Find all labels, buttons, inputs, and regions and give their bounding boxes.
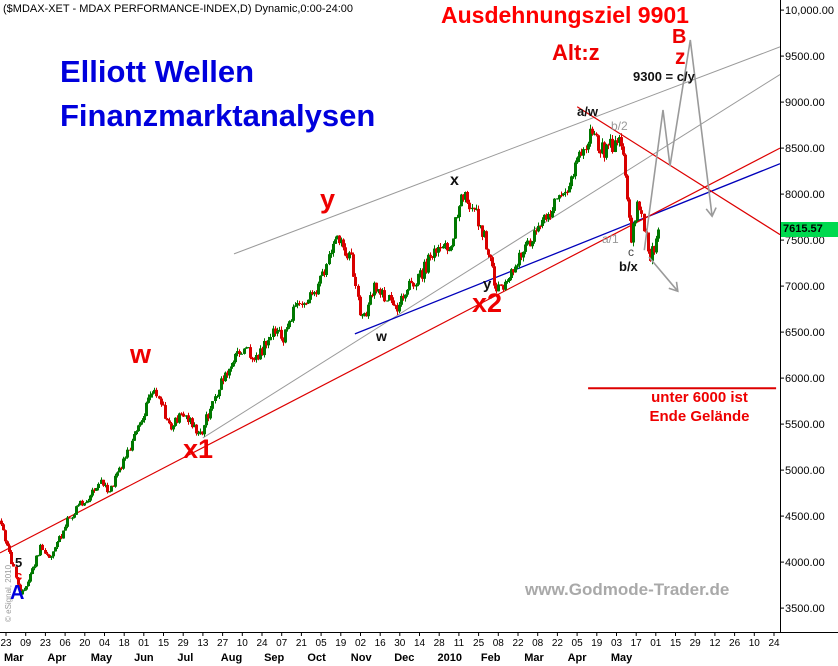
x-axis-day-label: 03 [611, 638, 623, 649]
x-axis-day-label: 10 [749, 638, 761, 649]
y-axis-label: 7500.00 [785, 235, 825, 247]
y-axis-label: 9500.00 [785, 51, 825, 63]
x-axis-day-label: 15 [670, 638, 682, 649]
x-axis-day-label: 14 [414, 638, 426, 649]
x-axis-day-label: 23 [40, 638, 52, 649]
y-axis-label: 8000.00 [785, 189, 825, 201]
x-axis-day-label: 08 [493, 638, 505, 649]
x-axis-day-label: 19 [335, 638, 347, 649]
x-axis-month-label: Mar [4, 652, 24, 664]
x-axis-day-label: 20 [79, 638, 91, 649]
trendline-layer [0, 46, 780, 554]
x-axis-day-label: 22 [512, 638, 524, 649]
x-axis-month-label: Mar [524, 652, 544, 664]
red-downtrend-line [576, 106, 780, 236]
projection-arrow-layer [643, 39, 717, 293]
x-axis-day-label: 10 [237, 638, 249, 649]
x-axis-day-label: 17 [631, 638, 643, 649]
y-axis-label: 5000.00 [785, 465, 825, 477]
x-axis-month-label: Feb [481, 652, 501, 664]
x-axis-day-label: 30 [394, 638, 406, 649]
x-axis-day-label: 06 [60, 638, 72, 649]
x-axis-day-label: 18 [119, 638, 131, 649]
plot-area [0, 39, 780, 596]
gray-channel-upper [233, 46, 780, 255]
x-axis-day-label: 01 [138, 638, 150, 649]
x-axis-day-label: 16 [375, 638, 387, 649]
x-axis-day-label: 24 [256, 638, 268, 649]
x-axis-day-label: 26 [729, 638, 741, 649]
x-axis-month-label: Jun [134, 652, 154, 664]
x-axis-day-label: 05 [316, 638, 328, 649]
projection-zigzag-arrow-head [705, 207, 717, 218]
y-axis-label: 9000.00 [785, 97, 825, 109]
x-axis-day-label: 24 [768, 638, 780, 649]
x-axis-day-label: 19 [591, 638, 603, 649]
y-axis-label: 10,000.00 [785, 5, 834, 17]
x-axis-month-label: Sep [264, 652, 284, 664]
y-axis-label: 7000.00 [785, 281, 825, 293]
x-axis-day-label: 05 [572, 638, 584, 649]
x-axis-day-label: 27 [217, 638, 229, 649]
x-axis-day-label: 01 [650, 638, 662, 649]
x-axis-month-label: May [91, 652, 113, 664]
x-axis-day-label: 15 [158, 638, 170, 649]
x-axis-day-label: 07 [276, 638, 288, 649]
projection-zigzag-arrow [643, 39, 713, 251]
y-axis-label: 6500.00 [785, 327, 825, 339]
pullback-arrow-head [668, 281, 679, 293]
y-axis-label: 6000.00 [785, 373, 825, 385]
x-axis-day-label: 28 [434, 638, 446, 649]
x-axis-day-label: 09 [20, 638, 32, 649]
y-axis-label: 4500.00 [785, 511, 825, 523]
x-axis-day-label: 21 [296, 638, 308, 649]
blue-support-line [354, 163, 780, 335]
x-axis-month-label: 2010 [438, 652, 462, 664]
x-axis-day-label: 29 [690, 638, 702, 649]
x-axis-day-label: 04 [99, 638, 111, 649]
x-axis-day-label: 29 [178, 638, 190, 649]
x-axis-month-label: Oct [307, 652, 326, 664]
x-axis-month-label: Apr [568, 652, 588, 664]
candlestick-layer [0, 124, 660, 596]
y-axis-label: 5500.00 [785, 419, 825, 431]
y-axis-label: 4000.00 [785, 557, 825, 569]
x-axis-month-label: Nov [351, 652, 373, 664]
x-axis-day-label: 08 [532, 638, 544, 649]
x-axis-month-label: May [611, 652, 633, 664]
x-axis-day-label: 11 [454, 638, 465, 649]
x-axis-month-label: Aug [221, 652, 242, 664]
x-axis-month-label: Apr [47, 652, 67, 664]
y-axis-label: 8500.00 [785, 143, 825, 155]
x-axis-day-label: 13 [197, 638, 209, 649]
x-axis-month-label: Jul [177, 652, 193, 664]
x-axis-day-label: 23 [0, 638, 12, 649]
y-axis-label: 3500.00 [785, 603, 825, 615]
x-axis-day-label: 02 [355, 638, 367, 649]
pullback-arrow [648, 256, 679, 292]
x-axis-day-label: 12 [709, 638, 721, 649]
x-axis-day-label: 22 [552, 638, 564, 649]
x-axis-day-label: 25 [473, 638, 485, 649]
x-axis-month-label: Dec [394, 652, 414, 664]
red-uptrend-line [0, 147, 780, 554]
